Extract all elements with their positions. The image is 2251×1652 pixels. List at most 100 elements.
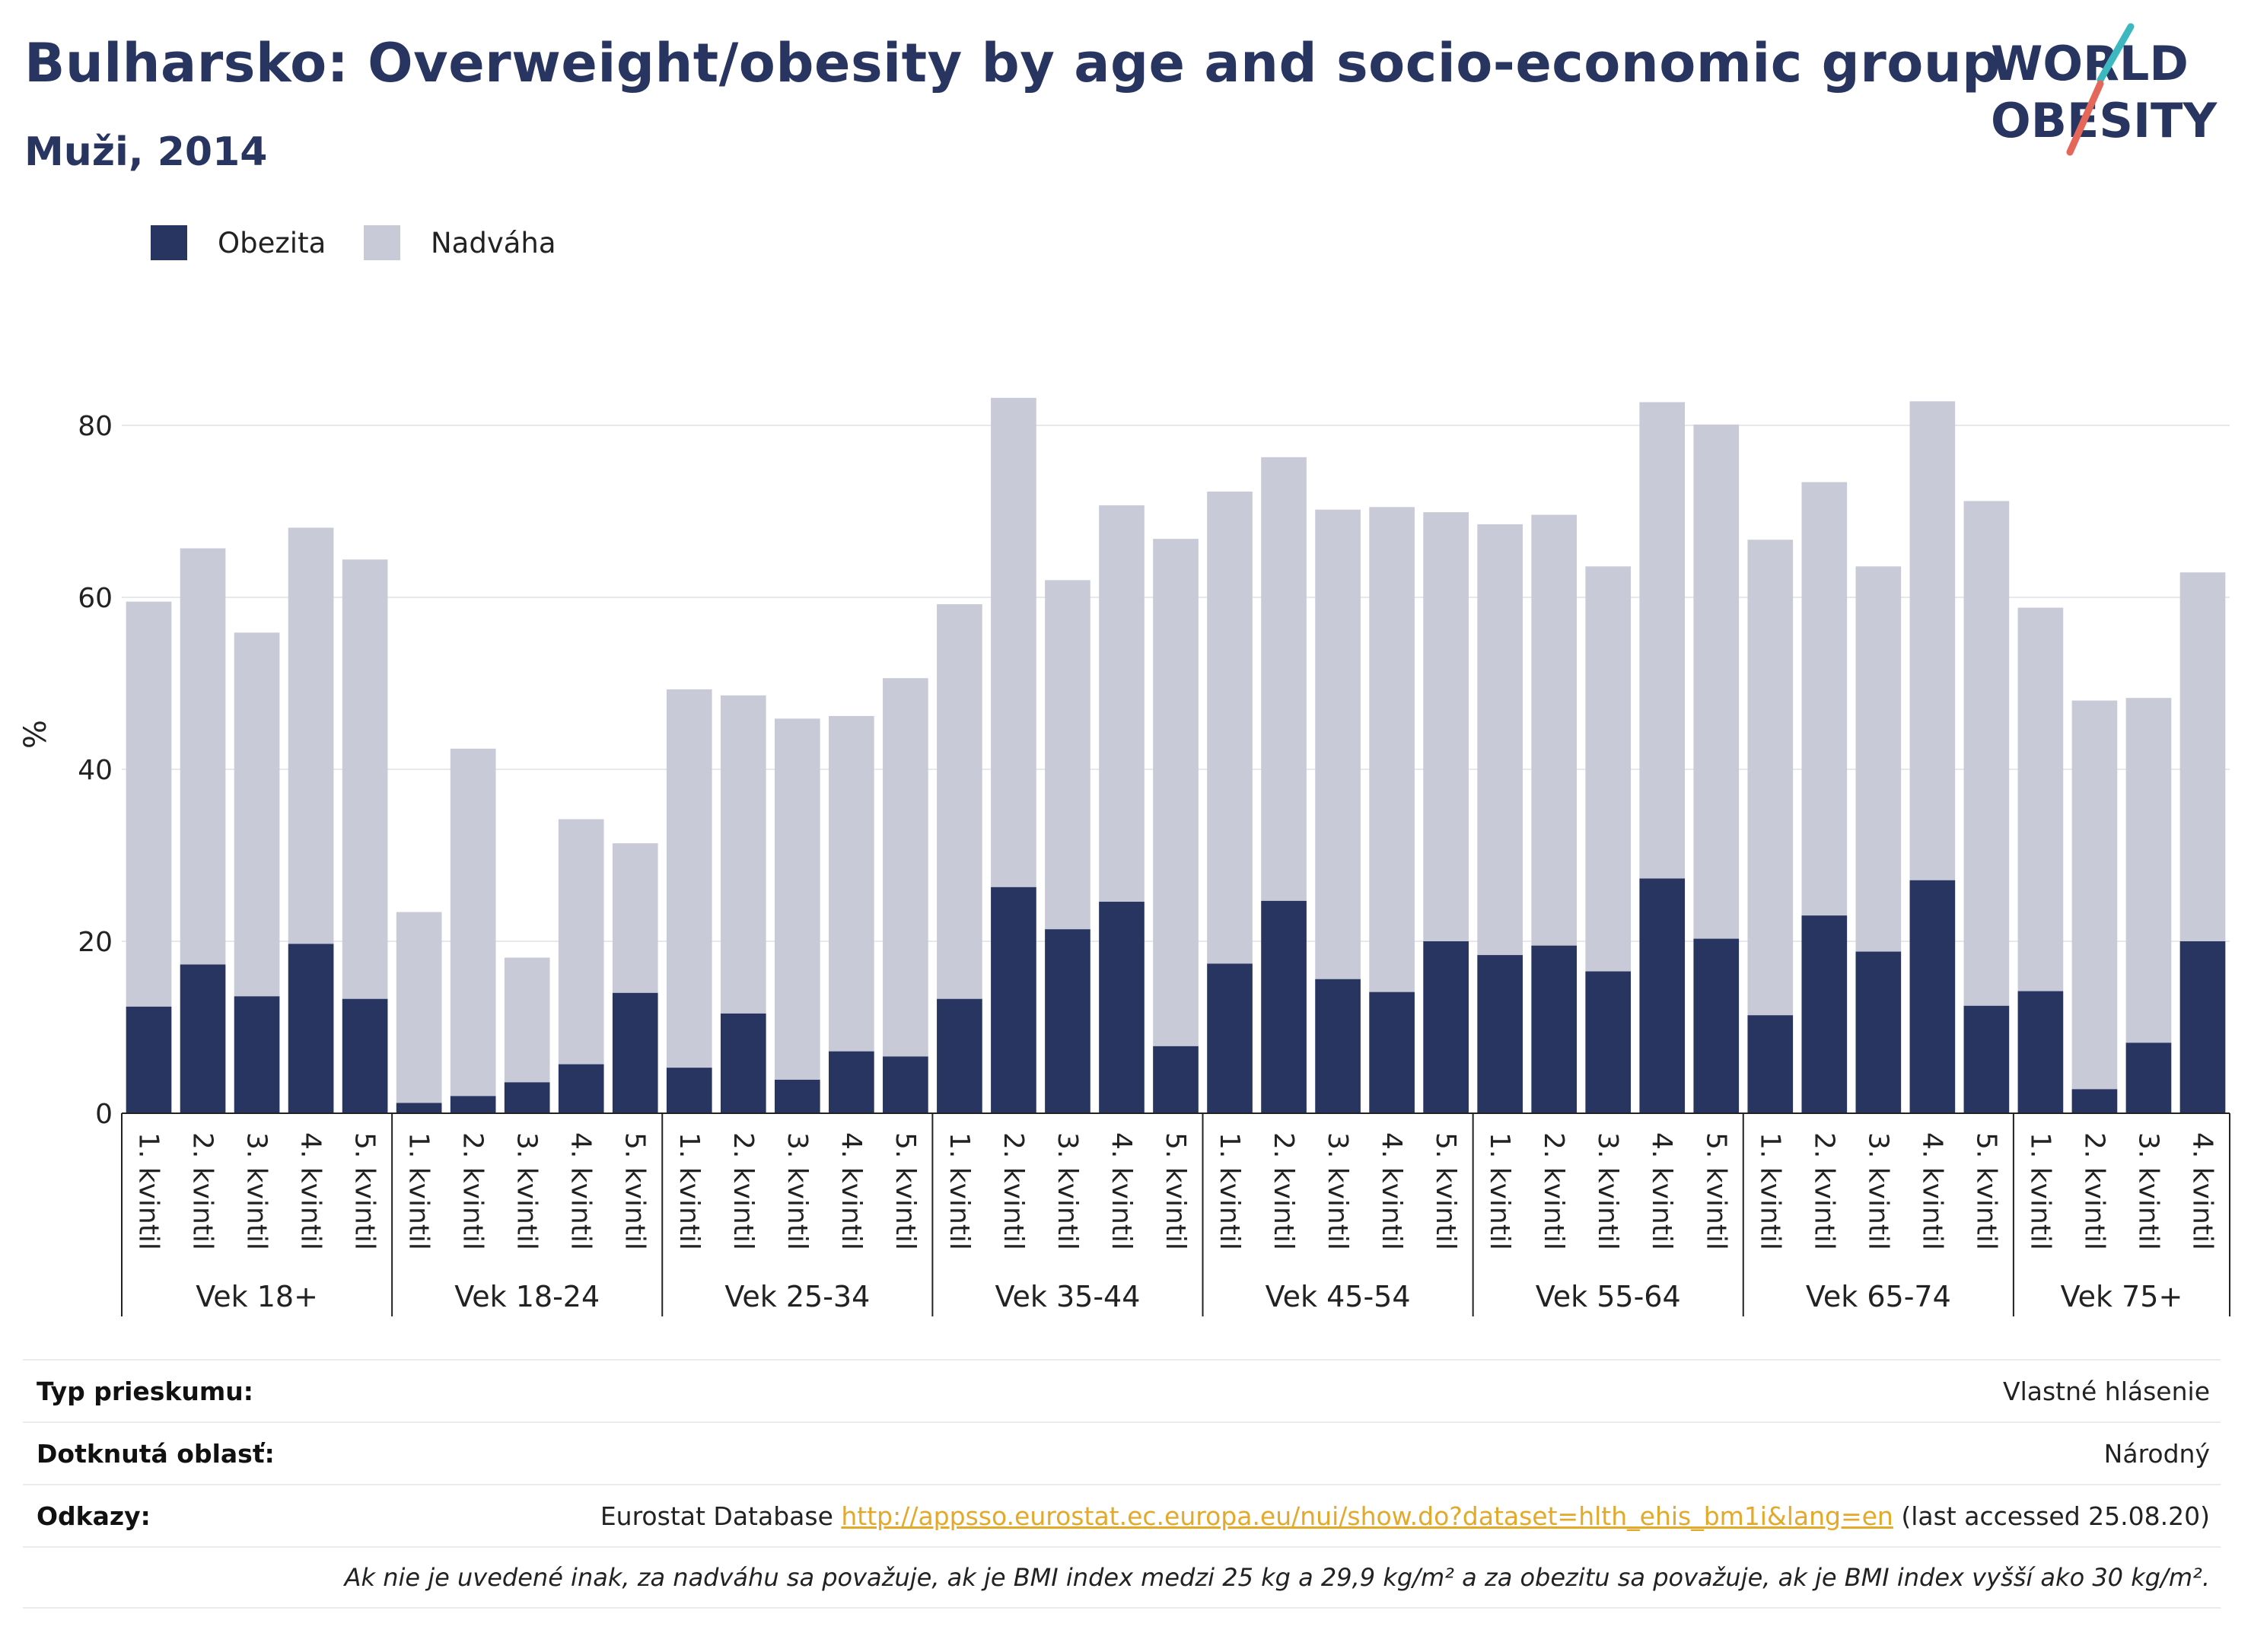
bar-nadvaha <box>234 632 280 997</box>
legend-item-nadvaha[interactable]: Nadváha <box>364 225 556 260</box>
bar-nadvaha <box>180 548 226 965</box>
x-tick-label: 1. kvintil <box>1214 1132 1245 1250</box>
bar-obezita <box>180 964 226 1113</box>
info-table: Typ prieskumu: Vlastné hlásenie Dotknutá… <box>23 1359 2221 1609</box>
x-tick-label: 3. kvintil <box>1052 1132 1083 1250</box>
x-tick-label: 2. kvintil <box>728 1132 759 1250</box>
bar-obezita <box>1747 1015 1794 1113</box>
survey-type-value: Vlastné hlásenie <box>2003 1376 2210 1406</box>
bar-obezita <box>1423 941 1469 1113</box>
bar-nadvaha <box>1045 580 1090 930</box>
x-tick-label: 3. kvintil <box>1862 1132 1893 1250</box>
bar-nadvaha <box>288 527 334 944</box>
info-row-references: Odkazy: Eurostat Database http://appsso.… <box>23 1484 2221 1546</box>
x-tick-label: 2. kvintil <box>187 1132 218 1250</box>
x-tick-label: 5. kvintil <box>890 1132 921 1250</box>
bar-obezita <box>1639 878 1686 1113</box>
x-tick-label: 4. kvintil <box>1646 1132 1677 1250</box>
references-suffix: (last accessed 25.08.20) <box>1893 1501 2210 1531</box>
bar-obezita <box>666 1068 712 1113</box>
bar-nadvaha <box>1693 424 1740 939</box>
bar-obezita <box>612 992 658 1113</box>
x-tick-label: 3. kvintil <box>1322 1132 1353 1250</box>
bar-obezita <box>1909 880 1956 1113</box>
y-tick-label: 20 <box>78 927 113 958</box>
bar-obezita <box>234 996 280 1113</box>
bar-nadvaha <box>1585 566 1632 972</box>
x-tick-label: 1. kvintil <box>403 1132 435 1250</box>
bar-nadvaha <box>126 601 172 1007</box>
bar-obezita <box>1045 929 1090 1113</box>
x-tick-label: 2. kvintil <box>998 1132 1029 1250</box>
bar-obezita <box>1153 1046 1199 1113</box>
bar-nadvaha <box>396 912 442 1103</box>
group-label: Vek 65-74 <box>1806 1280 1951 1313</box>
info-row-area: Dotknutá oblasť: Národný <box>23 1421 2221 1484</box>
bar-obezita <box>829 1051 874 1113</box>
x-tick-label: 4. kvintil <box>295 1132 326 1250</box>
bar-nadvaha <box>1261 457 1307 901</box>
x-tick-label: 1. kvintil <box>133 1132 164 1250</box>
bar-obezita <box>396 1103 442 1113</box>
references-label: Odkazy: <box>37 1501 151 1531</box>
bar-nadvaha <box>450 748 496 1097</box>
bar-obezita <box>1963 1005 2010 1113</box>
bar-nadvaha <box>1801 482 1848 916</box>
group-label: Vek 45-54 <box>1266 1280 1411 1313</box>
bar-nadvaha <box>1315 509 1361 979</box>
bar-nadvaha <box>991 397 1036 887</box>
x-tick-label: 5. kvintil <box>619 1132 651 1250</box>
x-tick-label: 4. kvintil <box>565 1132 597 1250</box>
bar-nadvaha <box>1531 514 1578 946</box>
bar-obezita <box>1801 915 1848 1113</box>
bar-nadvaha <box>883 678 928 1057</box>
bar-nadvaha <box>2071 700 2118 1090</box>
bar-obezita <box>1693 938 1740 1113</box>
group-label: Vek 75+ <box>2061 1280 2183 1313</box>
x-tick-label: 2. kvintil <box>2078 1132 2109 1250</box>
x-tick-label: 4. kvintil <box>2186 1132 2218 1250</box>
bar-nadvaha <box>1909 401 1956 880</box>
bar-nadvaha <box>2017 607 2064 992</box>
references-link[interactable]: http://appsso.eurostat.ec.europa.eu/nui/… <box>841 1501 1893 1531</box>
bar-nadvaha <box>1963 501 2010 1006</box>
x-tick-label: 3. kvintil <box>241 1132 272 1250</box>
x-tick-label: 5. kvintil <box>349 1132 380 1250</box>
x-tick-label: 1. kvintil <box>1754 1132 1785 1250</box>
bar-obezita <box>937 998 982 1113</box>
x-tick-label: 2. kvintil <box>1268 1132 1299 1250</box>
legend-item-obezita[interactable]: Obezita <box>151 225 326 260</box>
bar-obezita <box>1531 945 1578 1113</box>
x-tick-label: 4. kvintil <box>1916 1132 1947 1250</box>
bar-nadvaha <box>1099 505 1145 902</box>
x-tick-label: 1. kvintil <box>944 1132 975 1250</box>
chart-title: Bulharsko: Overweight/obesity by age and… <box>24 32 2001 94</box>
x-tick-label: 1. kvintil <box>673 1132 705 1250</box>
legend-swatch-nadvaha <box>364 225 400 260</box>
x-tick-label: 1. kvintil <box>2024 1132 2055 1250</box>
world-obesity-logo: WORLD OBESITY <box>1991 23 2218 156</box>
bar-nadvaha <box>1153 539 1199 1046</box>
bmi-note: Ak nie je uvedené inak, za nadváhu sa po… <box>344 1563 2210 1592</box>
x-tick-label: 2. kvintil <box>1538 1132 1569 1250</box>
bar-obezita <box>991 886 1036 1113</box>
bar-obezita <box>1099 902 1145 1113</box>
bar-nadvaha <box>1207 492 1253 964</box>
bar-obezita <box>126 1006 172 1113</box>
bar-chart: 0 20 40 60 80% 1. kvintil 2. kvintil 3. kvintil… <box>18 397 2230 1316</box>
y-axis-label: % <box>18 720 53 749</box>
bar-nadvaha <box>1423 512 1469 941</box>
y-tick-label: 80 <box>78 411 113 442</box>
x-tick-label: 5. kvintil <box>1700 1132 1731 1250</box>
bar-nadvaha <box>1477 524 1523 956</box>
x-tick-label: 4. kvintil <box>836 1132 867 1250</box>
bar-nadvaha <box>937 604 982 999</box>
bar-obezita <box>1585 971 1632 1113</box>
logo-line2: OBESITY <box>1991 93 2218 148</box>
x-tick-label: 3. kvintil <box>511 1132 543 1250</box>
x-tick-label: 1. kvintil <box>1484 1132 1515 1250</box>
bar-nadvaha <box>774 718 820 1080</box>
bar-obezita <box>288 944 334 1113</box>
bar-nadvaha <box>2179 572 2226 941</box>
x-tick-label: 5. kvintil <box>1970 1132 2001 1250</box>
